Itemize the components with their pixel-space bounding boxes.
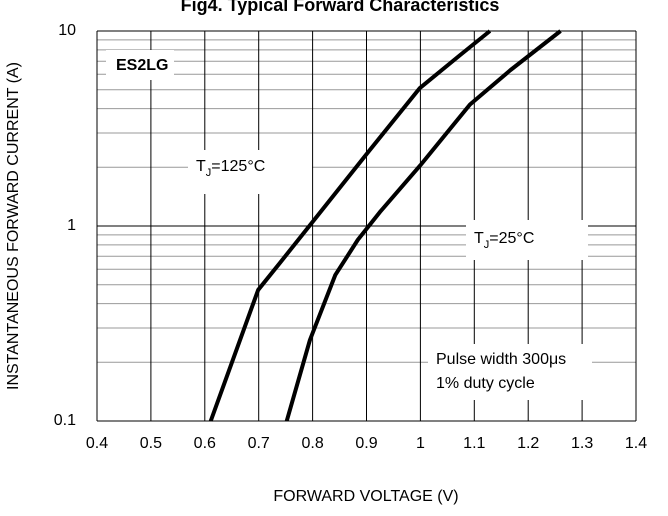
- label-bg: [106, 50, 174, 80]
- pulse-label: Pulse width 300μs: [436, 351, 566, 368]
- pulse-label: 1% duty cycle: [436, 375, 535, 392]
- label-boxes: [106, 50, 592, 400]
- temp-rest: =125°C: [211, 158, 265, 175]
- x-tick-label: 0.7: [248, 435, 270, 452]
- temp-symbol: T: [196, 158, 206, 175]
- curve: [208, 29, 492, 422]
- temp-sub: J: [206, 167, 212, 179]
- temp-label: TJ=25°C: [474, 230, 534, 251]
- device-label: ES2LG: [116, 57, 168, 74]
- y-axis-label: INSTANTANEOUS FORWARD CURRENT (A): [5, 62, 22, 390]
- temp-symbol: T: [474, 230, 484, 247]
- x-tick-label: 0.8: [301, 435, 323, 452]
- temp-rest: =25°C: [489, 230, 534, 247]
- x-tick-label: 1: [416, 435, 425, 452]
- label-bg: [428, 344, 592, 400]
- temp-sub: J: [484, 239, 490, 251]
- x-tick-label: 0.6: [194, 435, 216, 452]
- y-tick-label: 10: [58, 22, 76, 39]
- x-tick-label: 1.1: [463, 435, 485, 452]
- y-tick-label: 1: [67, 217, 76, 234]
- x-tick-label: 0.9: [355, 435, 377, 452]
- chart-title: Fig4. Typical Forward Characteristics: [181, 0, 500, 15]
- x-axis-label: FORWARD VOLTAGE (V): [273, 488, 458, 505]
- x-tick-label: 0.5: [140, 435, 162, 452]
- x-tick-label: 1.3: [571, 435, 593, 452]
- x-tick-label: 0.4: [86, 435, 108, 452]
- temp-label: TJ=125°C: [196, 158, 265, 179]
- y-tick-label: 0.1: [54, 412, 76, 429]
- x-tick-label: 1.2: [517, 435, 539, 452]
- curve: [284, 29, 562, 422]
- label-bg: [466, 220, 588, 260]
- x-tick-label: 1.4: [625, 435, 647, 452]
- label-bg: [188, 150, 312, 194]
